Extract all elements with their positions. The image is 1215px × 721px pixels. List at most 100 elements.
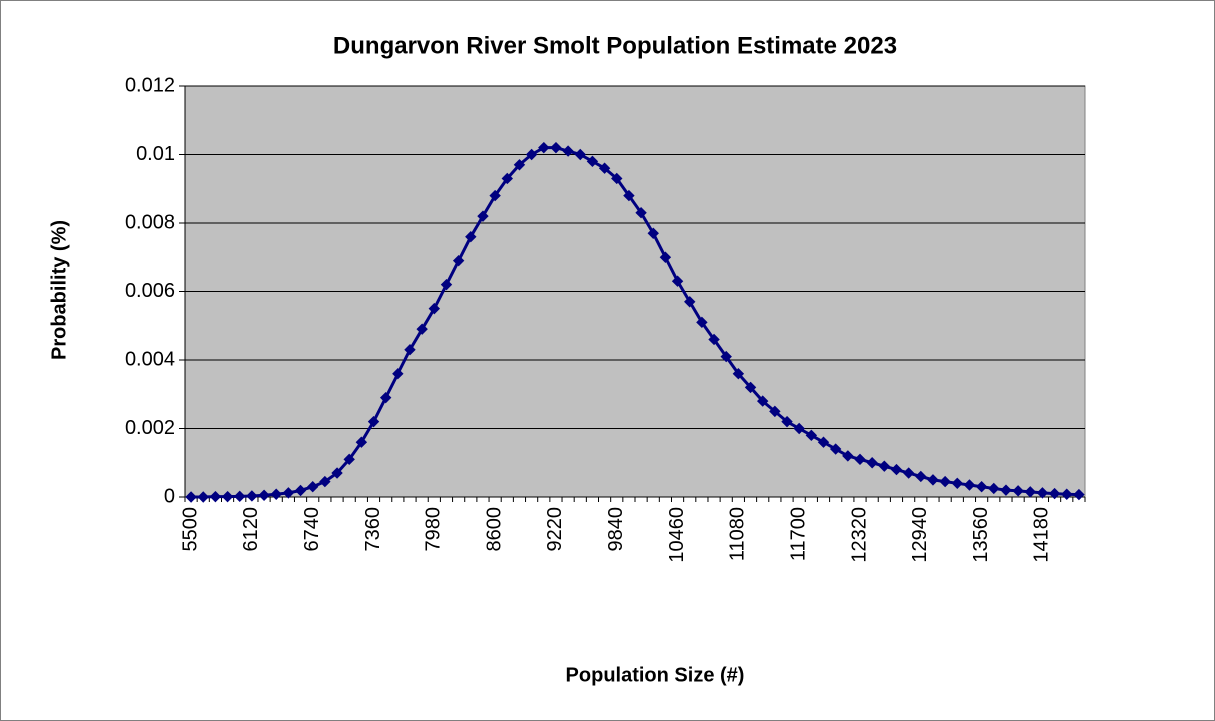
x-tick-label: 8600 xyxy=(483,507,505,552)
marker xyxy=(428,302,441,315)
marker xyxy=(744,381,757,394)
marker xyxy=(854,453,866,466)
marker xyxy=(659,251,672,263)
marker xyxy=(1073,488,1085,501)
y-tick-label: 0.008 xyxy=(125,211,175,233)
marker xyxy=(452,254,465,267)
y-tick-label: 0.004 xyxy=(125,348,175,370)
marker xyxy=(234,490,246,503)
marker xyxy=(732,367,745,380)
marker xyxy=(878,460,891,472)
marker xyxy=(306,481,319,493)
marker xyxy=(623,189,635,202)
marker xyxy=(221,490,234,503)
marker xyxy=(513,159,526,171)
marker xyxy=(501,172,514,185)
chart-title: Dungarvon River Smolt Population Estimat… xyxy=(333,32,897,59)
marker xyxy=(282,487,295,499)
y-axis-title: Probability (%) xyxy=(48,220,70,360)
x-tick-label: 12940 xyxy=(909,507,931,563)
marker xyxy=(951,477,964,490)
marker xyxy=(185,491,197,503)
marker xyxy=(343,453,355,466)
x-tick-label: 9840 xyxy=(605,507,627,552)
series-markers xyxy=(185,141,1085,503)
marker xyxy=(1012,485,1024,497)
marker xyxy=(842,450,854,462)
marker xyxy=(963,479,976,491)
marker xyxy=(708,333,720,346)
marker xyxy=(209,490,222,503)
marker xyxy=(769,405,781,418)
marker xyxy=(927,474,939,486)
x-tick-label: 7360 xyxy=(362,507,384,552)
x-tick-label: 11700 xyxy=(787,507,809,561)
marker xyxy=(379,391,392,404)
marker xyxy=(866,457,878,469)
marker xyxy=(635,207,647,219)
marker xyxy=(562,145,574,157)
marker xyxy=(1061,488,1073,500)
marker xyxy=(805,429,818,442)
marker xyxy=(915,470,927,483)
x-tick-label: 12320 xyxy=(848,507,870,563)
marker xyxy=(1024,486,1036,498)
marker xyxy=(465,230,477,243)
x-tick-label: 9220 xyxy=(544,507,566,552)
x-tick-label: 7980 xyxy=(423,507,445,552)
marker xyxy=(416,323,428,335)
marker xyxy=(355,436,368,448)
y-tick-label: 0 xyxy=(164,485,175,507)
x-tick-label: 11080 xyxy=(727,507,749,561)
marker xyxy=(598,162,611,174)
marker xyxy=(793,422,805,435)
marker xyxy=(367,415,380,428)
marker xyxy=(550,141,562,154)
marker xyxy=(684,296,696,308)
marker xyxy=(696,316,708,329)
marker xyxy=(975,481,988,493)
marker xyxy=(781,415,793,428)
y-tick-label: 0.006 xyxy=(125,280,175,302)
x-tick-label: 13560 xyxy=(970,507,992,563)
marker xyxy=(611,172,623,185)
marker xyxy=(404,344,416,356)
marker xyxy=(331,467,343,479)
x-axis-title: Population Size (#) xyxy=(566,664,745,686)
x-tick-label: 6120 xyxy=(240,507,262,552)
marker xyxy=(197,491,209,503)
x-tick-label: 5500 xyxy=(179,507,201,552)
marker xyxy=(939,475,951,488)
marker xyxy=(647,227,659,239)
marker xyxy=(1048,487,1061,500)
marker xyxy=(756,395,769,407)
marker xyxy=(270,488,282,500)
marker xyxy=(319,475,331,488)
marker xyxy=(294,484,307,497)
x-tick-label: 10460 xyxy=(666,507,688,563)
marker xyxy=(586,155,599,168)
marker xyxy=(988,482,1000,495)
marker xyxy=(1000,484,1012,496)
marker xyxy=(440,278,453,291)
marker xyxy=(1036,487,1049,499)
y-tick-label: 0.002 xyxy=(125,417,175,439)
marker xyxy=(489,189,501,202)
marker xyxy=(829,443,842,455)
marker xyxy=(671,275,684,287)
marker xyxy=(720,350,732,363)
marker xyxy=(477,210,489,222)
y-tick-label: 0.012 xyxy=(125,74,175,96)
marker xyxy=(890,463,903,476)
marker xyxy=(246,490,258,502)
marker xyxy=(574,148,586,161)
x-tick-label: 6740 xyxy=(301,507,323,552)
y-tick-label: 0.01 xyxy=(136,143,175,165)
marker xyxy=(817,436,830,448)
marker xyxy=(392,367,404,380)
marker xyxy=(538,141,550,154)
marker xyxy=(902,467,915,479)
marker xyxy=(258,489,270,501)
